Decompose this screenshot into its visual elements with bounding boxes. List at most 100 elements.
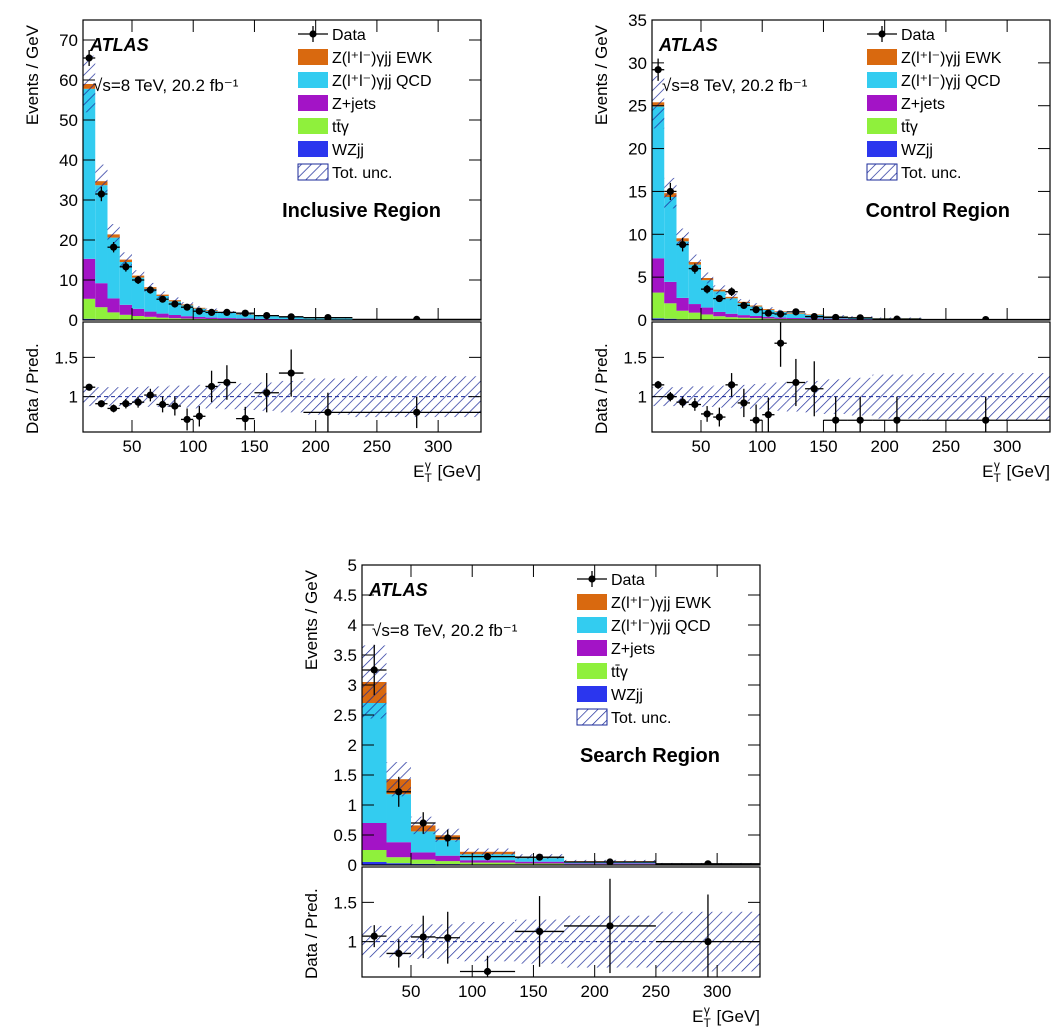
ratio-point-11 xyxy=(792,378,800,387)
bar-z-jets-1 xyxy=(386,842,411,858)
data-point-8 xyxy=(752,306,760,314)
data-point-1 xyxy=(666,187,674,196)
ratio-point-4 xyxy=(483,967,492,976)
ratio-point-1 xyxy=(97,400,105,408)
legend-swatch-1 xyxy=(577,594,607,610)
y-axis-title: Events / GeV xyxy=(592,24,611,125)
y-tick-label: 3 xyxy=(348,676,357,695)
legend-label-2: Z(l⁺l⁻)γjj QCD xyxy=(901,73,1001,90)
ratio-point-6 xyxy=(606,922,614,930)
y-tick-label: 60 xyxy=(59,71,78,90)
bar-tt--1 xyxy=(386,857,411,864)
y-tick-label: 4.5 xyxy=(333,586,357,605)
ratio-point-2 xyxy=(419,933,427,941)
legend-swatch-4 xyxy=(298,118,328,134)
y-tick-label: 50 xyxy=(59,111,78,130)
bar-z-l-l-jj-qcd-4 xyxy=(131,277,145,309)
bar-z-l-l-jj-qcd-2 xyxy=(410,831,436,853)
x-tick-label: 150 xyxy=(240,437,268,456)
unc-band-4 xyxy=(700,272,714,284)
legend-swatch-4 xyxy=(867,118,897,134)
ratio-axis-title: Data / Pred. xyxy=(302,888,321,979)
atlas-label: ATLAS xyxy=(658,35,718,55)
legend-label-1: Z(l⁺l⁻)γjj EWK xyxy=(901,50,1002,67)
data-point-5 xyxy=(146,286,154,294)
bar-tt--7 xyxy=(737,317,750,320)
data-point-0 xyxy=(654,66,662,74)
chart-panel-2: 0 0.5 1 1.5 2 2.5 3 3.5 4 4.5 5 1 1.5 50 100 150 200 250 3… xyxy=(302,556,761,1028)
unc-band-3 xyxy=(688,254,701,270)
unc-band-4 xyxy=(131,270,145,281)
bar-z-jets-6 xyxy=(156,313,169,318)
y-tick-label: 20 xyxy=(59,231,78,250)
ratio-y-tick-label: 1 xyxy=(69,388,78,407)
data-point-2 xyxy=(679,240,687,249)
ratio-point-10 xyxy=(776,339,785,347)
ratio-point-15 xyxy=(324,408,332,416)
bar-z-jets-2 xyxy=(107,298,120,313)
legend-data-marker xyxy=(309,30,317,38)
y-tick-label: 5 xyxy=(638,268,647,287)
bar-tt--3 xyxy=(119,314,132,320)
legend-swatch-4 xyxy=(577,663,607,679)
bar-z-jets-8 xyxy=(749,315,763,319)
ratio-y-tick-label: 1 xyxy=(638,388,647,407)
ratio-pad xyxy=(83,349,481,432)
legend-label-1: Z(l⁺l⁻)γjj EWK xyxy=(332,50,433,67)
x-tick-label: 200 xyxy=(870,437,898,456)
ratio-point-13 xyxy=(263,389,271,397)
bar-z-l-l-jj-qcd-11 xyxy=(786,313,806,319)
bar-tt--0 xyxy=(652,292,665,319)
ratio-point-1 xyxy=(395,949,403,958)
data-point-4 xyxy=(483,853,492,861)
x-tick-label: 250 xyxy=(642,982,670,1001)
ratio-point-7 xyxy=(704,938,712,946)
bar-z-jets-5 xyxy=(144,311,157,317)
y-axis-title: Events / GeV xyxy=(23,24,42,125)
y-tick-label: 30 xyxy=(59,191,78,210)
y-tick-label: 35 xyxy=(628,11,647,30)
data-point-5 xyxy=(715,294,723,303)
bar-z-l-l-jj-qcd-3 xyxy=(688,264,701,305)
bar-wzjj-1 xyxy=(386,863,411,865)
ratio-point-0 xyxy=(654,381,662,389)
ratio-y-tick-label: 1 xyxy=(348,933,357,952)
legend-label-6: Tot. unc. xyxy=(611,710,671,727)
bar-z-l-l-jj-qcd-4 xyxy=(700,280,714,308)
ratio-point-8 xyxy=(183,415,191,424)
bar-tt--8 xyxy=(180,318,194,320)
bar-wzjj-0 xyxy=(362,862,387,865)
ratio-y-tick-label: 1.5 xyxy=(333,893,357,912)
data-point-1 xyxy=(97,190,105,198)
data-point-3 xyxy=(691,264,699,273)
energy-label: √s=8 TeV, 20.2 fb⁻¹ xyxy=(662,76,808,95)
unc-band-7 xyxy=(737,299,750,305)
data-point-7 xyxy=(740,301,748,310)
legend-swatch-2 xyxy=(298,72,328,88)
x-tick-label: 150 xyxy=(519,982,547,1001)
unc-band-8 xyxy=(749,303,763,308)
unc-band-0 xyxy=(652,76,665,129)
bar-z-jets-7 xyxy=(737,315,750,318)
energy-label: √s=8 TeV, 20.2 fb⁻¹ xyxy=(372,621,518,640)
bar-wzjj-1 xyxy=(664,318,677,320)
ratio-point-6 xyxy=(159,400,167,409)
bar-z-jets-12 xyxy=(236,318,255,320)
y-tick-label: 20 xyxy=(628,140,647,159)
legend-label-5: WZjj xyxy=(332,142,364,159)
legend-swatch-5 xyxy=(298,141,328,157)
bar-tt--8 xyxy=(749,318,763,320)
bar-z-jets-5 xyxy=(713,311,726,317)
data-point-6 xyxy=(728,288,736,296)
unc-band-0 xyxy=(83,55,96,113)
data-point-16 xyxy=(982,315,990,320)
y-tick-label: 25 xyxy=(628,97,647,116)
y-axis-title: Events / GeV xyxy=(302,569,321,670)
bar-tt--3 xyxy=(688,312,701,320)
legend-swatch-hatch xyxy=(866,163,898,181)
bar-z-jets-11 xyxy=(217,318,237,320)
data-point-14 xyxy=(287,313,295,320)
bar-z-jets-0 xyxy=(652,258,665,293)
data-point-11 xyxy=(223,308,231,316)
x-tick-label: 100 xyxy=(458,982,486,1001)
